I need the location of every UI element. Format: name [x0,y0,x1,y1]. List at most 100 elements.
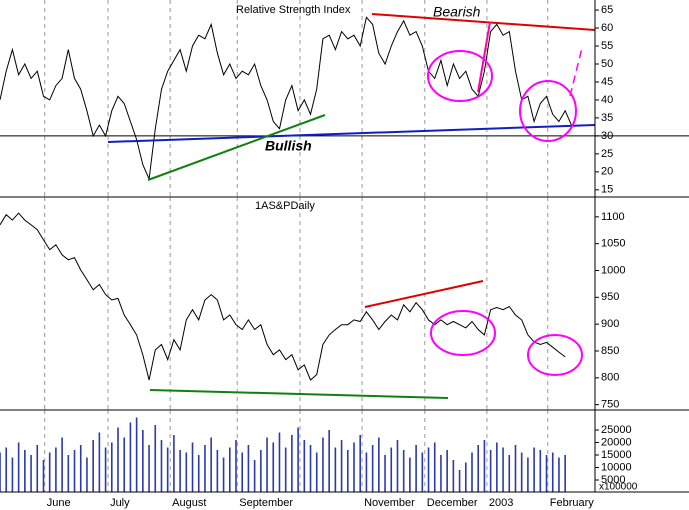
bar [92,440,94,492]
bar [222,457,225,492]
bar [483,440,486,492]
bar [365,452,368,492]
bar [272,442,275,492]
annotation: Bullish [265,138,312,154]
bar [216,450,219,492]
bar [353,442,355,492]
bar [42,460,45,492]
bar [17,442,20,492]
bar [471,452,473,492]
trend-line [477,21,491,93]
trend-line [371,13,596,31]
bar [539,450,542,492]
bar [303,440,306,492]
bar [297,427,299,492]
trend-line [147,114,326,181]
bar [5,447,8,492]
y-tick-label: 15 [601,184,613,196]
bar [558,457,560,492]
bar [0,452,1,492]
bar [433,442,436,492]
bar [123,437,126,492]
bar [129,422,132,492]
bar [440,455,442,492]
highlight-circle [527,334,583,376]
bar [11,457,14,492]
y-tick-label: 950 [601,291,619,303]
bar [67,455,70,492]
bar [241,452,244,492]
y-tick-label: 60 [601,22,613,34]
highlight-circle [519,80,577,142]
trend-line [569,47,583,97]
y-tick-label: 50 [601,58,613,70]
bar [36,445,39,492]
bar [396,440,399,492]
bar [402,450,405,492]
y-tick-label: 35 [601,112,613,124]
panel-title: Relative Strength Index [236,4,351,16]
bar [104,447,107,492]
bar [315,452,318,492]
y-tick-label: 900 [601,318,619,330]
highlight-circle [430,310,496,356]
trend-line [149,389,449,399]
bar [291,435,293,492]
bar [446,450,448,492]
bar [496,442,498,492]
bar [166,447,169,492]
y-tick-label: 15000 [601,449,632,461]
bar [110,442,113,492]
bar [520,452,523,492]
y-tick-label: 750 [601,399,619,411]
bar [545,455,548,492]
bar [191,442,194,492]
bar [378,437,380,492]
bar [322,437,324,492]
bar [346,450,349,492]
x-tick-label: 2003 [489,497,513,509]
bar [533,447,535,492]
bar [179,450,181,492]
bar [427,447,430,492]
bar [340,440,343,492]
y-tick-label: 40 [601,94,613,106]
bar [247,445,250,492]
bar [55,447,57,492]
bar [390,447,393,492]
bar [409,457,411,492]
y-tick-label: 1050 [601,238,625,250]
bar [359,435,362,492]
y-tick-label: 1000 [601,264,625,276]
x-tick-label: February [550,497,595,509]
bar [527,457,529,492]
bar [98,432,101,492]
bar [564,455,566,492]
bar [464,462,467,492]
x-tick-label: November [364,497,415,509]
panel-title: 1AS&PDaily [255,200,315,212]
trend-line [107,124,596,143]
data-line [0,16,572,181]
y-tick-label: 10000 [601,461,632,473]
y-tick-label: 5000 [601,474,625,486]
bar [197,455,200,492]
bar [502,447,504,492]
y-tick-label: 850 [601,345,619,357]
bar [514,445,517,492]
y-tick-label: 25000 [601,424,632,436]
bar [384,455,386,492]
x-tick-label: June [47,497,71,509]
marks [0,16,572,492]
bar [48,452,51,492]
bar [452,460,455,492]
y-tick-label: 25 [601,148,613,160]
bar [86,457,88,492]
x-tick-label: September [239,497,293,509]
bar [228,447,231,492]
bar [160,440,163,492]
bar [551,452,554,492]
bar [415,445,417,492]
